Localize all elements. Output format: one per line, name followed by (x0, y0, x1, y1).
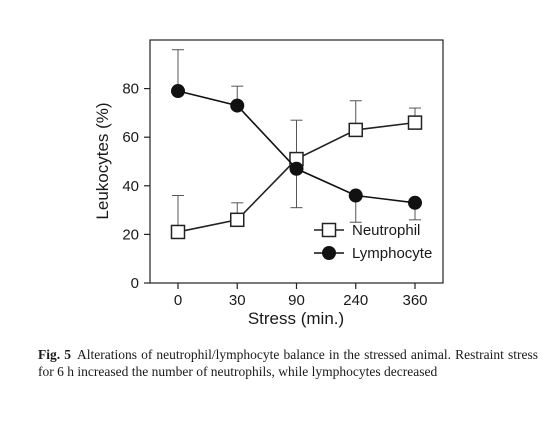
lymphocyte-point (230, 98, 245, 113)
y-tick-label: 0 (131, 275, 139, 292)
y-tick-label: 80 (122, 81, 139, 98)
legend-entry: Lymphocyte (314, 245, 432, 262)
y-axis-ticks: 0 20 40 60 80 (122, 81, 150, 292)
legend: Neutrophil Lymphocyte (314, 222, 432, 262)
x-tick-label: 0 (174, 292, 182, 309)
x-tick-label: 30 (229, 292, 246, 309)
lymphocyte-point (289, 161, 304, 176)
neutrophil-point (407, 115, 423, 130)
x-tick-label: 240 (343, 292, 368, 309)
neutrophil-point (230, 212, 245, 228)
neutrophil-point (348, 122, 363, 138)
x-tick-label: 360 (402, 292, 427, 309)
lymphocyte-point (171, 84, 185, 99)
caption-label: Fig. 5 (38, 347, 71, 362)
leukocyte-chart: 0 20 40 60 80 0 30 90 240 360 Neutrophil Lymphocy… (93, 39, 444, 328)
legend-circle-marker (322, 246, 336, 260)
figure-caption: Fig. 5 Alterations of neutrophil/lymphocy… (38, 346, 538, 380)
caption-text: Alterations of neutrophil/lymphocyte bal… (38, 347, 538, 379)
lymphocyte-point (408, 195, 422, 210)
legend-label: Lymphocyte (352, 245, 432, 262)
lymphocyte-point (348, 188, 363, 203)
neutrophil-point (170, 224, 186, 240)
legend-label: Neutrophil (352, 222, 420, 239)
x-axis-ticks: 0 30 90 240 360 (174, 283, 428, 309)
x-tick-label: 90 (288, 292, 305, 309)
legend-square-marker (321, 222, 337, 238)
y-tick-label: 20 (122, 226, 139, 243)
x-axis-title: Stress (min.) (248, 309, 344, 328)
y-tick-label: 40 (122, 178, 139, 195)
legend-entry: Neutrophil (314, 222, 420, 239)
y-tick-label: 60 (122, 129, 139, 146)
series-lymphocyte (171, 49, 422, 223)
y-axis-title: Leukocytes (%) (93, 102, 112, 219)
series-layer (170, 49, 423, 240)
